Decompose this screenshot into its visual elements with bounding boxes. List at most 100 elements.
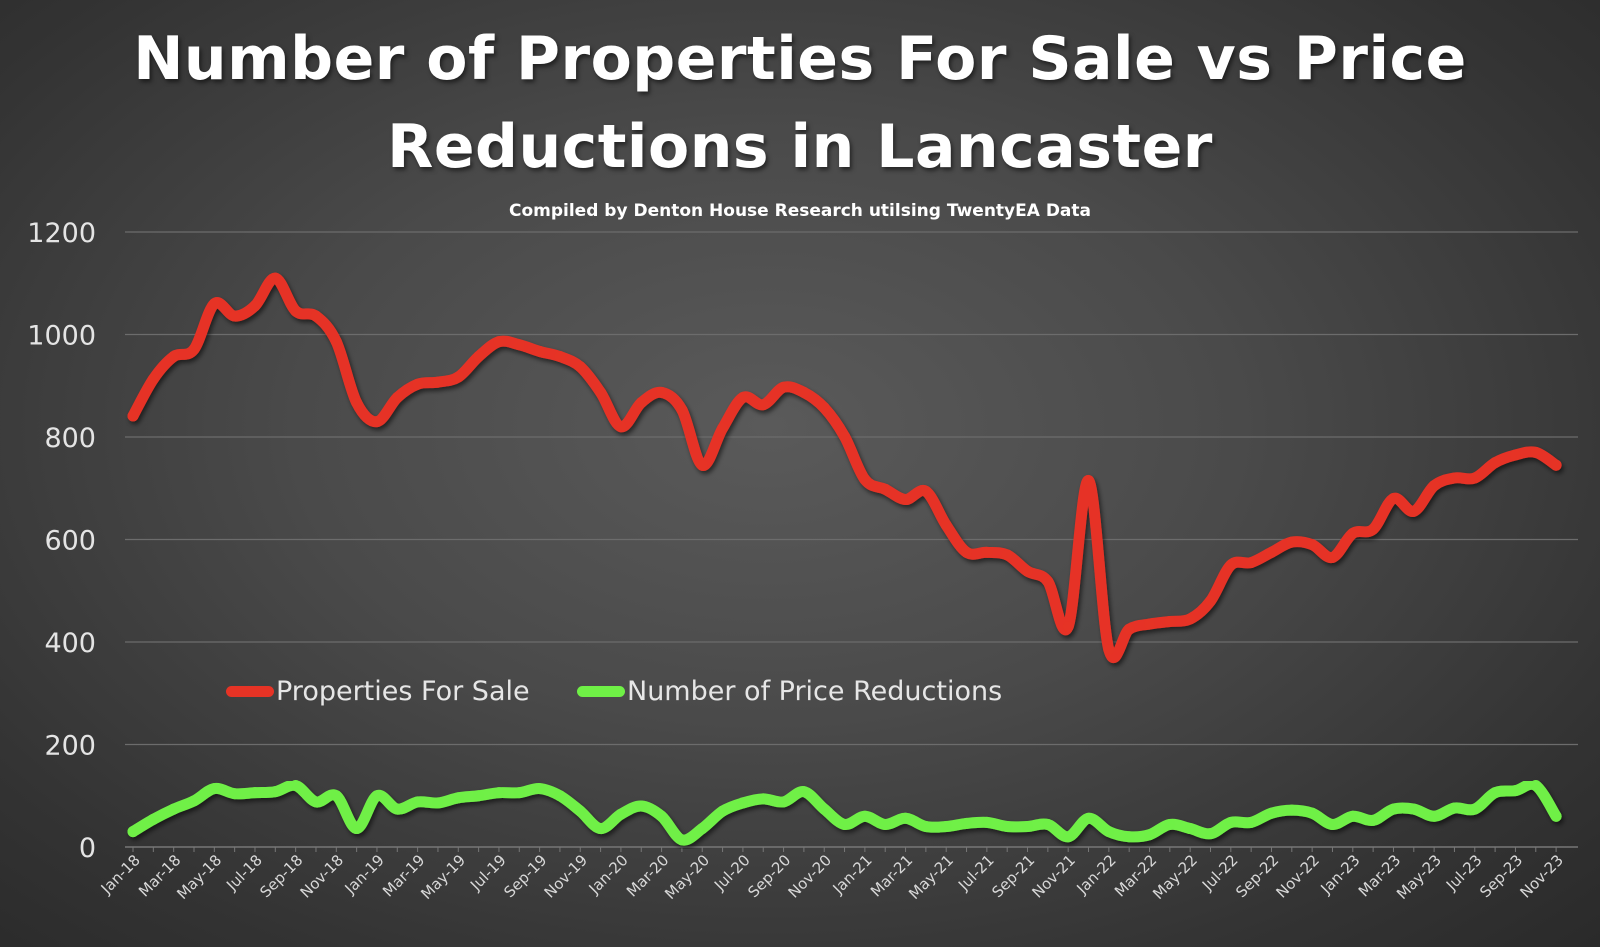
data-point bbox=[351, 397, 363, 409]
data-point bbox=[879, 818, 891, 830]
data-point bbox=[1367, 523, 1379, 535]
x-tick-label: Jan-18 bbox=[97, 851, 144, 898]
series-line bbox=[127, 778, 1562, 846]
data-point bbox=[554, 351, 566, 363]
data-point bbox=[1225, 559, 1237, 571]
data-point bbox=[1550, 810, 1562, 822]
data-point bbox=[1042, 818, 1054, 830]
y-tick-label: 400 bbox=[44, 628, 96, 659]
x-tick-label: Jan-19 bbox=[341, 851, 388, 898]
data-point bbox=[1408, 505, 1420, 517]
data-point bbox=[574, 361, 586, 373]
data-point bbox=[940, 821, 952, 832]
x-tick-label: Nov-23 bbox=[1516, 851, 1566, 901]
data-point bbox=[1083, 475, 1095, 487]
data-point bbox=[1448, 472, 1460, 484]
data-point bbox=[1469, 803, 1481, 815]
data-point bbox=[1387, 803, 1399, 815]
y-tick-label: 800 bbox=[44, 423, 96, 454]
data-point bbox=[961, 546, 973, 558]
x-tick-label: Jan-23 bbox=[1317, 851, 1364, 898]
data-point bbox=[981, 816, 993, 828]
data-point bbox=[1326, 818, 1338, 830]
data-point bbox=[310, 796, 322, 808]
data-point bbox=[168, 351, 180, 363]
series-properties-for-sale bbox=[127, 272, 1562, 664]
data-point bbox=[839, 818, 851, 830]
data-point bbox=[737, 797, 749, 809]
x-tick-label: Nov-20 bbox=[785, 851, 835, 901]
data-point bbox=[778, 381, 790, 393]
data-point bbox=[1022, 821, 1034, 832]
data-point bbox=[391, 392, 403, 404]
x-tick-label: May-21 bbox=[905, 851, 957, 903]
data-point bbox=[1469, 472, 1481, 484]
data-point bbox=[1225, 816, 1237, 828]
data-point bbox=[290, 780, 302, 791]
legend-label: Number of Price Reductions bbox=[627, 676, 1003, 707]
data-point bbox=[1326, 551, 1338, 563]
data-point bbox=[1286, 804, 1298, 816]
data-point bbox=[249, 787, 261, 799]
data-point bbox=[371, 790, 383, 802]
data-point bbox=[534, 345, 546, 357]
x-tick-label: Sep-20 bbox=[744, 851, 794, 901]
data-point bbox=[493, 787, 505, 799]
data-point bbox=[513, 787, 525, 799]
data-point bbox=[1245, 557, 1257, 569]
data-point bbox=[1347, 527, 1359, 539]
data-point bbox=[1306, 539, 1318, 551]
x-tick-label: Sep-18 bbox=[256, 851, 306, 901]
data-point bbox=[208, 783, 220, 795]
x-tick-label: Jan-21 bbox=[829, 851, 876, 898]
x-tick-label: May-20 bbox=[661, 851, 713, 903]
series-price-reductions bbox=[127, 778, 1562, 846]
data-point bbox=[534, 783, 546, 795]
data-point bbox=[1144, 829, 1155, 841]
data-point bbox=[1123, 623, 1135, 635]
data-point bbox=[920, 485, 932, 497]
x-tick-label: Sep-19 bbox=[500, 851, 550, 901]
data-point bbox=[798, 386, 810, 398]
data-point bbox=[188, 795, 200, 807]
data-point bbox=[676, 404, 688, 416]
data-point bbox=[1123, 831, 1135, 843]
data-point bbox=[371, 416, 383, 428]
data-point bbox=[452, 792, 464, 804]
data-point bbox=[1001, 549, 1013, 561]
data-point bbox=[310, 310, 322, 322]
x-tick-label: May-19 bbox=[417, 851, 469, 903]
x-tick-label: Sep-22 bbox=[1232, 851, 1282, 901]
data-point bbox=[1489, 457, 1501, 469]
data-point bbox=[1265, 807, 1277, 819]
x-tick-label: Nov-18 bbox=[297, 851, 347, 901]
data-point bbox=[330, 790, 342, 802]
data-point bbox=[249, 300, 261, 312]
data-point bbox=[127, 826, 139, 838]
data-point bbox=[1306, 807, 1318, 819]
x-tick-label: May-22 bbox=[1149, 851, 1201, 903]
data-point bbox=[1103, 644, 1115, 656]
data-point bbox=[1204, 828, 1216, 840]
data-point bbox=[229, 788, 241, 800]
data-point bbox=[696, 459, 708, 471]
y-tick-label: 1000 bbox=[27, 321, 96, 352]
data-point bbox=[391, 803, 403, 815]
x-tick-label: Sep-23 bbox=[1476, 851, 1526, 901]
data-point bbox=[127, 410, 139, 422]
data-point bbox=[188, 343, 200, 355]
data-point bbox=[554, 790, 566, 802]
x-tick-label: Nov-19 bbox=[541, 851, 591, 901]
data-point bbox=[900, 812, 912, 824]
legend-swatch-green bbox=[577, 686, 625, 697]
y-tick-label: 600 bbox=[44, 526, 96, 557]
data-point bbox=[1387, 493, 1399, 504]
x-tick-label: Sep-21 bbox=[988, 851, 1038, 901]
data-point bbox=[147, 813, 159, 825]
data-point bbox=[778, 796, 790, 808]
data-point bbox=[717, 805, 729, 817]
data-point bbox=[676, 834, 688, 846]
data-point bbox=[1448, 802, 1460, 814]
data-point bbox=[1509, 449, 1521, 461]
data-point bbox=[635, 397, 647, 409]
